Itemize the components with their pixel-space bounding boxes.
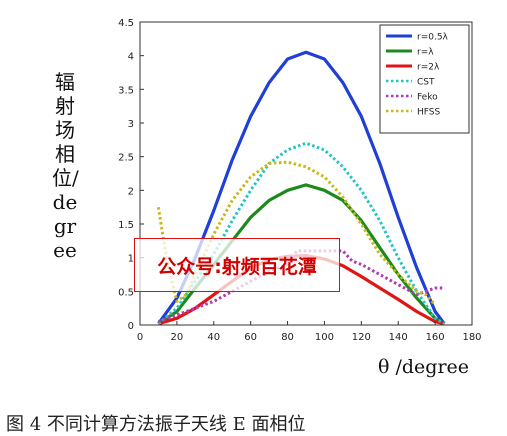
legend-label: r=2λ [417,63,440,73]
x-tick-label: 160 [426,332,445,343]
y-tick-label: 1 [128,254,134,265]
series-line-r0.5 [157,50,446,325]
y-tick-label: 3.5 [118,85,134,96]
y-tick-label: 2.5 [118,153,134,164]
y-tick-label: 0 [128,321,134,332]
x-tick-label: 40 [207,332,220,343]
x-tick-label: 60 [244,332,257,343]
legend: r=0.5λ r=λ r=2λ CST Feko HFSS [379,24,470,134]
x-tick-label: 140 [389,332,408,343]
watermark-stamp: 公众号:射频百花潭 [134,238,340,292]
x-tick-label: 120 [352,332,371,343]
legend-label: Feko [417,93,438,103]
x-tick-label: 180 [462,332,481,343]
y-tick-label: 0.5 [118,287,134,298]
x-tick-label: 0 [137,332,143,343]
legend-label: CST [417,78,435,88]
legend-label: HFSS [417,108,440,118]
x-axis-label: θ /degree [378,356,470,378]
x-tick-label: 80 [281,332,294,343]
legend-label: r=λ [417,48,434,58]
figure-caption: 图 4 不同计算方法振子天线 E 面相位 [6,414,306,435]
x-tick-label: 20 [171,332,184,343]
y-axis-label: 辐射场相位/degree [52,70,79,262]
x-tick-label: 100 [315,332,334,343]
y-tick-label: 4.5 [118,18,134,29]
series-line-HFSS [156,160,437,306]
y-tick-label: 3 [128,119,134,130]
plot-frame [139,21,473,326]
legend-label: r=0.5λ [417,33,449,43]
y-tick-label: 2 [128,186,134,197]
legend-box [379,24,470,134]
y-tick-label: 4 [128,52,134,63]
y-tick-label: 1.5 [118,220,134,231]
